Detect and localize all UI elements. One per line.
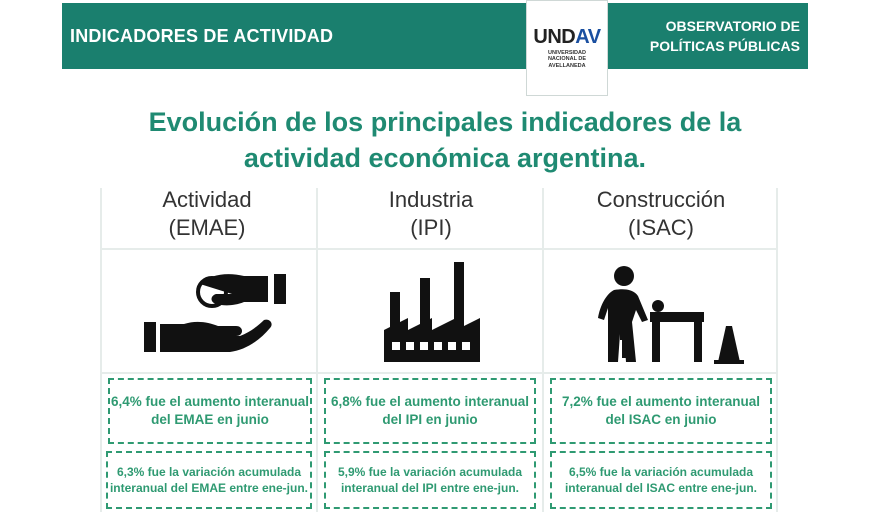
column-header-industria: Industria (IPI)	[326, 186, 536, 242]
grid-divider	[316, 188, 318, 512]
title-line2: actividad económica argentina.	[243, 143, 647, 173]
logo-wordmark: UNDAV	[533, 25, 601, 48]
grid-divider	[100, 248, 778, 250]
grid-divider	[100, 188, 102, 512]
handshake-money-icon	[140, 262, 290, 367]
column-code: (IPI)	[410, 215, 452, 240]
column-code: (EMAE)	[168, 215, 246, 240]
header-left-bar: INDICADORES DE ACTIVIDAD	[62, 3, 530, 69]
undav-logo: UNDAV UNIVERSIDAD NACIONAL DE AVELLANEDA	[526, 0, 608, 96]
emae-cumulative-box: 6,3% fue la variación acumulada interanu…	[106, 451, 312, 509]
header-title: INDICADORES DE ACTIVIDAD	[70, 25, 334, 46]
column-name: Construcción	[596, 187, 726, 212]
isac-monthly-box: 7,2% fue el aumento interanual del ISAC …	[550, 378, 772, 444]
page-title: Evolución de los principales indicadores…	[100, 104, 790, 176]
observatorio-label-line1: OBSERVATORIO DE	[665, 18, 800, 34]
column-code: (ISAC)	[628, 215, 694, 240]
column-name: Actividad	[162, 187, 252, 212]
column-header-construccion: Construcción (ISAC)	[556, 186, 766, 242]
column-name: Industria	[388, 187, 474, 212]
column-header-actividad: Actividad (EMAE)	[102, 186, 312, 242]
factory-icon	[380, 258, 484, 373]
logo-subtitle: UNIVERSIDAD NACIONAL DE AVELLANEDA	[547, 49, 587, 69]
ipi-monthly-box: 6,8% fue el aumento interanual del IPI e…	[324, 378, 536, 444]
grid-divider	[776, 188, 778, 512]
emae-monthly-box: 6,4% fue el aumento interanual del EMAE …	[108, 378, 312, 444]
header-right-bar: OBSERVATORIO DE POLÍTICAS PÚBLICAS	[606, 3, 808, 69]
isac-cumulative-box: 6,5% fue la variación acumulada interanu…	[550, 451, 772, 509]
title-line1: Evolución de los principales indicadores…	[148, 107, 742, 137]
ipi-cumulative-box: 5,9% fue la variación acumulada interanu…	[324, 451, 536, 509]
grid-divider	[100, 372, 778, 374]
construction-worker-icon	[586, 262, 746, 371]
observatorio-label-line2: POLÍTICAS PÚBLICAS	[649, 38, 800, 54]
grid-divider	[542, 188, 544, 512]
